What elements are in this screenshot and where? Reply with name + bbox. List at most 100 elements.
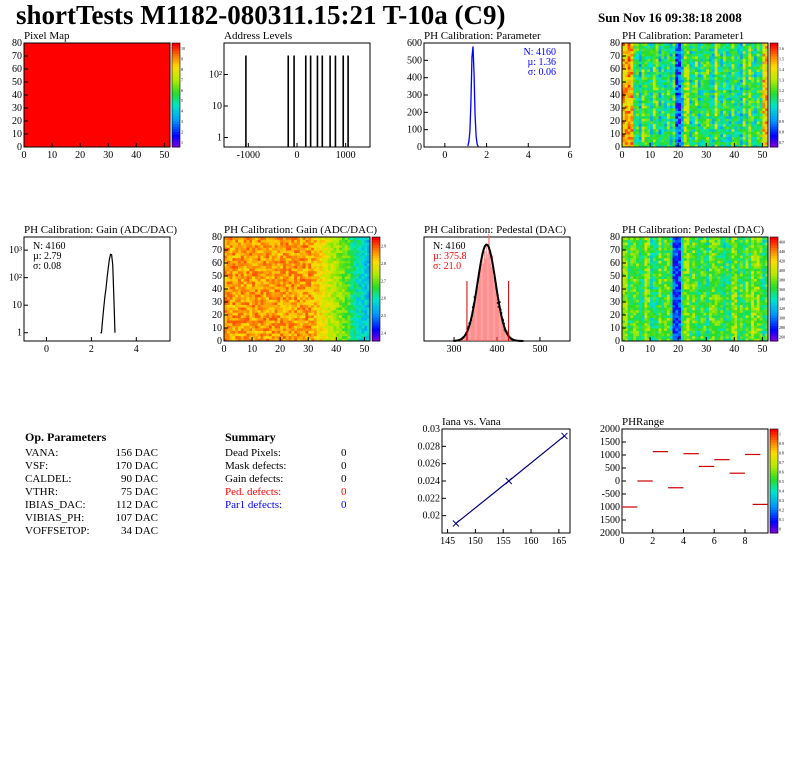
heatmap-cell: [686, 134, 690, 137]
heatmap-cell: [240, 338, 245, 342]
heatmap-cell: [658, 61, 662, 65]
heatmap-cell: [636, 320, 640, 324]
heatmap-cell: [633, 252, 637, 256]
heatmap-cell: [753, 84, 758, 88]
heatmap-cell: [641, 242, 645, 246]
heatmap-cell: [624, 289, 629, 292]
heatmap-cell: [624, 74, 629, 78]
heatmap-cell: [355, 273, 360, 277]
heatmap-cell: [765, 50, 769, 54]
heatmap-cell: [647, 71, 651, 75]
heatmap-cell: [756, 144, 760, 148]
heatmap-cell: [355, 309, 360, 313]
heatmap-cell: [355, 312, 360, 316]
heatmap-cell: [254, 302, 259, 305]
heatmap-cell: [762, 136, 766, 140]
heatmap-cell: [689, 61, 693, 65]
heatmap-cell: [257, 317, 261, 321]
heatmap-cell: [706, 97, 710, 101]
heatmap-cell: [624, 63, 629, 67]
heatmap-cell: [361, 244, 365, 248]
heatmap-cell: [638, 87, 643, 91]
heatmap-cell: [650, 102, 654, 106]
heatmap-cell: [229, 260, 233, 264]
heatmap-cell: [252, 317, 256, 321]
heatmap-cell: [353, 270, 357, 274]
heatmap-cell: [737, 141, 741, 145]
heatmap-cell: [638, 312, 643, 316]
heatmap-cell: [695, 108, 699, 111]
heatmap-cell: [268, 338, 273, 342]
heatmap-cell: [232, 283, 236, 287]
y-tick-label: 70: [610, 51, 620, 62]
heatmap-cell: [282, 333, 287, 337]
heatmap-cell: [313, 278, 318, 282]
heatmap-cell: [689, 79, 693, 83]
heatmap-cell: [666, 128, 671, 132]
heatmap-cell: [669, 45, 673, 49]
heatmap-cell: [664, 74, 668, 78]
heatmap-cell: [627, 304, 631, 308]
heatmap-cell: [246, 268, 250, 272]
heatmap-cell: [361, 307, 365, 311]
heatmap-cell: [297, 335, 301, 339]
heatmap-cell: [644, 92, 648, 96]
heatmap-cell: [367, 270, 371, 274]
heatmap-cell: [274, 328, 278, 331]
heatmap-cell: [709, 131, 713, 135]
heatmap-cell: [327, 299, 332, 303]
heatmap-cell: [361, 263, 365, 266]
heatmap-cell: [333, 304, 337, 308]
heatmap-cell: [229, 257, 233, 261]
palette-cell: [372, 291, 380, 295]
heatmap-cell: [658, 66, 662, 70]
heatmap-cell: [282, 273, 287, 277]
heatmap-cell: [622, 126, 626, 130]
heatmap-cell: [325, 265, 329, 269]
heatmap-cell: [277, 299, 281, 303]
heatmap-cell: [353, 299, 357, 303]
heatmap-cell: [361, 320, 365, 324]
heatmap-cell: [229, 328, 233, 331]
heatmap-cell: [636, 126, 640, 130]
heatmap-cell: [240, 299, 245, 303]
heatmap-cell: [680, 63, 685, 67]
heatmap-cell: [638, 69, 643, 72]
heatmap-cell: [753, 136, 758, 140]
heatmap-cell: [268, 309, 273, 313]
heatmap-cell: [364, 276, 368, 279]
heatmap-cell: [762, 134, 766, 137]
heatmap-cell: [280, 263, 284, 266]
heatmap-cell: [703, 121, 707, 124]
heatmap-cell: [753, 58, 758, 62]
heatmap-cell: [235, 239, 239, 243]
heatmap-cell: [229, 317, 233, 321]
heatmap-cell: [686, 50, 690, 54]
heatmap-cell: [266, 286, 270, 290]
heatmap-cell: [630, 144, 634, 148]
heatmap-cell: [240, 286, 245, 290]
heatmap-cell: [692, 74, 696, 78]
heatmap-cell: [330, 273, 334, 277]
heatmap-cell: [759, 128, 763, 132]
heatmap-cell: [692, 141, 696, 145]
heatmap-cell: [697, 113, 702, 117]
heatmap-cell: [263, 322, 267, 326]
heatmap-cell: [350, 317, 354, 321]
heatmap-cell: [355, 315, 360, 318]
heatmap-cell: [666, 102, 671, 106]
heatmap-cell: [308, 302, 312, 305]
heatmap-cell: [748, 134, 752, 137]
palette-cell: [372, 335, 380, 339]
heatmap-cell: [658, 118, 662, 122]
heatmap-cell: [636, 338, 640, 342]
heatmap-cell: [748, 76, 752, 80]
heatmap-cell: [700, 61, 704, 65]
heatmap-cell: [226, 328, 231, 331]
heatmap-cell: [697, 102, 702, 106]
heatmap-cell: [627, 335, 631, 339]
heatmap-cell: [630, 302, 634, 305]
heatmap-cell: [765, 61, 769, 65]
heatmap-cell: [711, 102, 716, 106]
heatmap-cell: [316, 304, 320, 308]
